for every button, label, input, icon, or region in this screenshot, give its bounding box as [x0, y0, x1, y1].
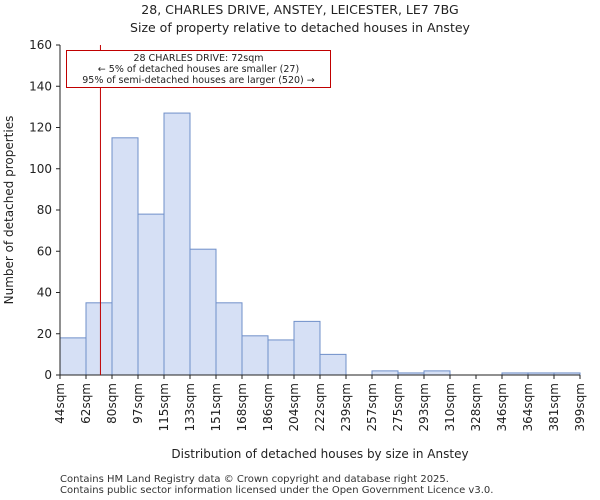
x-tick-label: 133sqm — [183, 383, 197, 431]
bar — [267, 339, 295, 376]
y-tick-label: 60 — [37, 244, 52, 258]
bar — [189, 248, 217, 376]
annotation-line-2: ← 5% of detached houses are smaller (27) — [97, 64, 300, 75]
x-axis-label: Distribution of detached houses by size … — [171, 447, 468, 461]
bar — [59, 337, 87, 376]
bar — [137, 213, 165, 376]
y-tick-label: 160 — [29, 38, 52, 52]
x-tick-label: 328sqm — [469, 383, 483, 431]
y-tick-label: 20 — [37, 327, 52, 341]
annotation-line-3: 95% of semi-detached houses are larger (… — [82, 75, 315, 86]
x-tick-label: 222sqm — [313, 383, 327, 431]
x-tick-label: 168sqm — [235, 383, 249, 431]
y-tick-label: 0 — [44, 368, 52, 382]
y-tick-label: 40 — [37, 286, 52, 300]
x-tick-label: 310sqm — [443, 383, 457, 431]
y-tick-label: 120 — [29, 121, 52, 135]
x-tick-label: 399sqm — [573, 383, 587, 431]
y-tick-label: 100 — [29, 162, 52, 176]
x-tick-label: 80sqm — [105, 383, 119, 424]
bar — [85, 302, 113, 376]
x-tick-label: 346sqm — [495, 383, 509, 431]
bar — [163, 112, 191, 376]
bar — [371, 370, 399, 376]
x-tick-label: 293sqm — [417, 383, 431, 431]
x-tick-label: 364sqm — [521, 383, 535, 431]
y-tick-label: 140 — [29, 79, 52, 93]
bar — [423, 370, 451, 376]
x-tick-label: 44sqm — [53, 383, 67, 424]
bar — [111, 137, 139, 376]
bar — [319, 353, 347, 376]
x-tick-label: 381sqm — [547, 383, 561, 431]
chart-title: 28, CHARLES DRIVE, ANSTEY, LEICESTER, LE… — [141, 2, 459, 17]
x-tick-label: 239sqm — [339, 383, 353, 431]
footer-line-2: Contains public sector information licen… — [60, 485, 494, 496]
annotation-line-1: 28 CHARLES DRIVE: 72sqm — [133, 53, 264, 64]
x-tick-label: 275sqm — [391, 383, 405, 431]
annotation-box: 28 CHARLES DRIVE: 72sqm ← 5% of detached… — [66, 50, 331, 88]
bar — [293, 320, 321, 376]
footer-line-1: Contains HM Land Registry data © Crown c… — [60, 474, 449, 485]
x-tick-label: 115sqm — [157, 383, 171, 431]
x-tick-label: 151sqm — [209, 383, 223, 431]
x-ticks-group: 44sqm 62sqm 80sqm 97sqm 115sqm 133sqm 151sqm 16… — [53, 375, 587, 431]
bars-group — [59, 112, 581, 376]
x-tick-label: 97sqm — [131, 383, 145, 424]
y-tick-label: 80 — [37, 203, 52, 217]
x-tick-label: 186sqm — [261, 383, 275, 431]
x-tick-label: 204sqm — [287, 383, 301, 431]
bar — [241, 335, 269, 376]
x-tick-label: 257sqm — [365, 383, 379, 431]
y-ticks-group: 0 20 40 60 80 100 120 140 160 — [29, 38, 60, 382]
x-tick-label: 62sqm — [79, 383, 93, 424]
y-axis-label: Number of detached properties — [2, 116, 16, 305]
chart-subtitle: Size of property relative to detached ho… — [130, 20, 470, 35]
bar — [215, 302, 243, 376]
